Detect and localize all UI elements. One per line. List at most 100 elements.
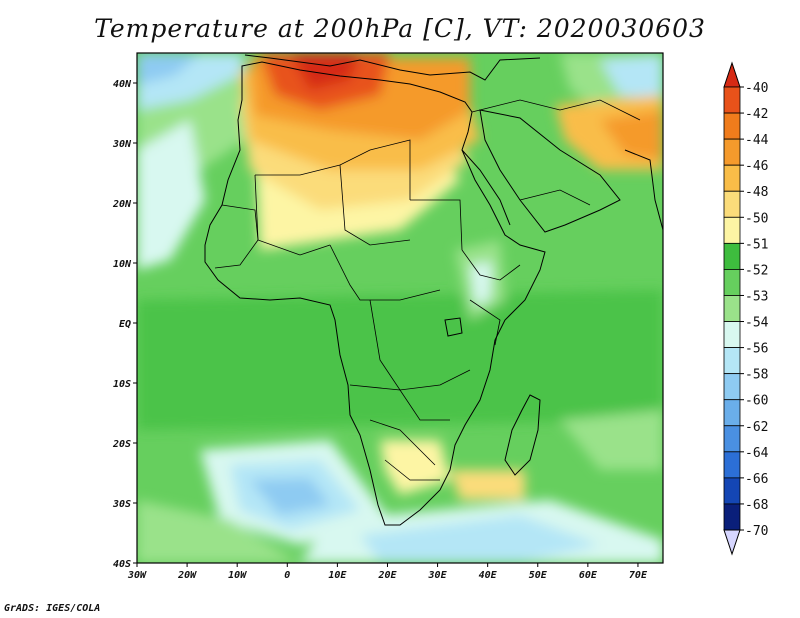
colorbar-label: -62: [745, 420, 768, 435]
colorbar-label: -66: [745, 472, 768, 487]
colorbar-swatch: [723, 216, 741, 244]
colorbar-swatch: [723, 425, 741, 453]
colorbar-label: -50: [745, 211, 768, 226]
field-band-blue-south: [360, 515, 600, 563]
colorbar-label: -58: [745, 368, 768, 383]
india-coastline: [624, 149, 663, 231]
field-band-deepblue-southatlantic: [250, 478, 330, 515]
colorbar-swatch: [723, 451, 741, 479]
europe-coastline: [244, 54, 541, 81]
field-band-lightgreen-south: [137, 500, 300, 563]
colorbar-swatch: [723, 347, 741, 375]
x-tick-label: 60E: [579, 570, 598, 581]
x-tick-label: 50E: [529, 570, 548, 581]
x-tick-label: 70E: [629, 570, 648, 581]
colorbar-swatch: [723, 269, 741, 296]
colorbar-label: -53: [745, 289, 768, 304]
border-southern-1: [369, 419, 436, 466]
x-tick-label: 30E: [428, 570, 448, 581]
colorbar-top-arrow: [723, 61, 741, 88]
field-band-deepred-med: [290, 53, 360, 90]
colorbar-label: -64: [745, 446, 769, 461]
x-tick-label: 0: [284, 570, 290, 581]
border-northafrica-2: [254, 174, 331, 256]
x-tick-label: 20E: [377, 570, 397, 581]
field-band-yellow-southindian: [450, 470, 525, 500]
lake-victoria: [444, 317, 463, 337]
colorbar-swatch: [723, 295, 741, 322]
border-northafrica-1: [255, 139, 411, 200]
colorbar-swatch: [723, 112, 741, 140]
y-tick-label: 40N: [113, 79, 132, 90]
border-central-3: [349, 384, 450, 421]
colorbar-label: -68: [745, 498, 768, 513]
colorbar-swatch: [723, 477, 741, 505]
borders: [214, 99, 641, 481]
colorbar-swatch: [723, 86, 741, 114]
colorbar-label: -44: [745, 133, 769, 148]
field-band-blue-nw2: [137, 53, 200, 85]
colorbar-swatch: [723, 321, 741, 348]
x-tick-label: 10E: [328, 570, 347, 581]
border-east-1: [461, 249, 521, 281]
colorbar-label: -48: [745, 185, 768, 200]
colorbar-label: -40: [745, 81, 768, 96]
madagascar-coastline: [504, 394, 541, 476]
border-central-1: [329, 244, 441, 301]
colorbar-label: -70: [745, 524, 768, 539]
y-tick-label: 10S: [113, 379, 131, 390]
colorbar-swatch: [723, 190, 741, 218]
y-tick-label: 10N: [113, 259, 132, 270]
colorbar-swatch: [723, 242, 741, 270]
y-tick-label: 30S: [112, 499, 131, 510]
colorbar-swatch: [723, 164, 741, 192]
colorbar-label: -51: [745, 237, 768, 252]
y-tick-label: 20S: [112, 439, 131, 450]
credit-text: GrADS: IGES/COLA: [4, 603, 101, 614]
border-northafrica-3: [339, 164, 411, 246]
field-band-blue-ne: [600, 55, 663, 100]
field-band-cyan-west: [137, 120, 205, 270]
field-band-lightgreen-southeast: [560, 410, 663, 470]
y-tick-label: EQ: [119, 319, 131, 330]
colorbar-swatch: [723, 503, 741, 531]
field-band-darkorange-arabia: [600, 110, 663, 160]
colorbar-swatch: [723, 399, 741, 427]
x-tick-label: 20W: [177, 570, 197, 581]
border-mideast: [471, 99, 641, 121]
field-band-darkgreen: [137, 290, 663, 430]
y-tick-label: 20N: [112, 199, 132, 210]
x-tick-label: 40E: [479, 570, 498, 581]
colorbar-label: -46: [745, 159, 768, 174]
colorbar-label: -56: [745, 342, 768, 357]
y-axis-ticks: 40N 30N 20N 10N EQ 10S 20S 30S 40S: [112, 79, 137, 570]
y-tick-label: 30N: [112, 139, 132, 150]
field-band-yellow-southafrica: [380, 440, 450, 495]
plot-frame: [136, 52, 664, 564]
colorbar-label: -60: [745, 394, 768, 409]
africa-coastline: [204, 61, 546, 526]
colorbar-label: -54: [745, 316, 769, 331]
border-westafrica: [214, 204, 259, 269]
y-tick-label: 40S: [113, 559, 131, 570]
border-southern-2: [384, 459, 440, 481]
colorbar-swatch: [723, 373, 741, 401]
chart-title: Temperature at 200hPa [C], VT: 202003060…: [94, 14, 706, 43]
colorbar-label: -42: [745, 107, 768, 122]
x-tick-label: 10W: [228, 570, 247, 581]
border-east-2: [469, 299, 501, 346]
coastlines: [204, 54, 663, 526]
border-northafrica-4: [410, 199, 463, 251]
x-tick-label: 30W: [127, 570, 147, 581]
colorbar-label: -52: [745, 263, 768, 278]
colorbar-bottom-arrow: [723, 529, 741, 556]
temperature-field: [137, 53, 663, 563]
colorbar-swatch: [723, 138, 741, 166]
colorbar: -40 -42 -44 -46 -48 -50 -51 -52 -53 -54 -56 -58 -60 -…: [723, 61, 769, 556]
arabian-peninsula-coastline: [479, 109, 621, 233]
x-axis-ticks: 30W 20W 10W 0 10E 20E 30E 40E 50E 60E 70E: [127, 563, 648, 581]
field-band-cyan-eastafrica: [470, 262, 492, 305]
border-arabia: [519, 189, 591, 206]
red-sea-shore: [461, 149, 511, 226]
